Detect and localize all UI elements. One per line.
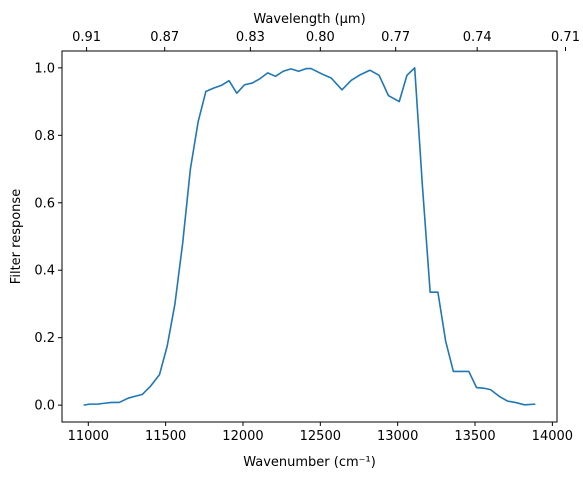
y-tick-label: 0.6 [34,196,55,211]
x-tick-label: 14000 [532,429,573,444]
x-tick-label: 12000 [222,429,263,444]
top-tick-label: 0.71 [551,30,580,45]
top-tick-label: 0.80 [306,30,335,45]
x-tick-label: 13000 [377,429,418,444]
ticks-layer: 11000 11500 12000 12500 13000 13500 14000 0.0 0.… [34,30,580,444]
x-tick-label: 11500 [145,429,186,444]
x-axis-title: Wavenumber (cm⁻¹) [243,455,376,470]
y-tick-label: 0.4 [34,264,55,279]
top-axis-title: Wavelength (μm) [253,12,365,27]
x-tick-label: 13500 [454,429,495,444]
x-tick-label: 12500 [300,429,341,444]
y-tick-label: 1.0 [34,61,55,76]
top-tick-label: 0.77 [381,30,410,45]
top-tick-label: 0.91 [72,30,101,45]
plot-frame [61,50,558,423]
top-tick-label: 0.83 [236,30,265,45]
y-tick-label: 0.2 [34,331,55,346]
top-tick-label: 0.74 [463,30,492,45]
filter-response-line [83,67,536,406]
top-tick-label: 0.87 [150,30,179,45]
y-tick-label: 0.8 [34,129,55,144]
y-axis-title: Filter response [9,189,24,284]
y-tick-label: 0.0 [34,399,55,414]
x-tick-label: 11000 [68,429,109,444]
